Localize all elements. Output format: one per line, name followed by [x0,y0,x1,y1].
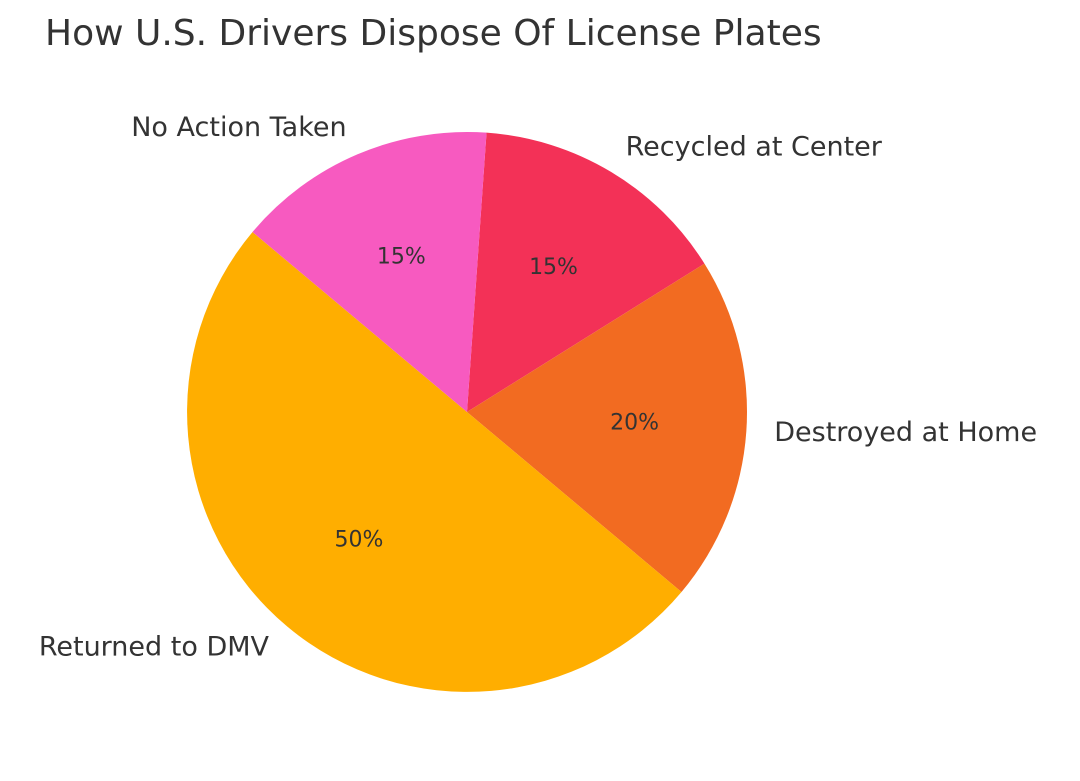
pie-slice [467,132,705,412]
slice-label: Returned to DMV [39,631,270,662]
pie-slice [187,232,682,692]
value-label: 15% [377,244,426,269]
chart-title: How U.S. Drivers Dispose Of License Plat… [45,13,822,54]
slice-label: Recycled at Center [626,131,883,162]
pie-slice [252,132,487,413]
slice-label: No Action Taken [131,112,346,143]
value-label: 15% [529,255,578,280]
pie-slice [467,263,747,592]
slice-label: Destroyed at Home [774,417,1037,448]
value-label: 20% [610,411,659,436]
value-label: 50% [335,528,384,553]
